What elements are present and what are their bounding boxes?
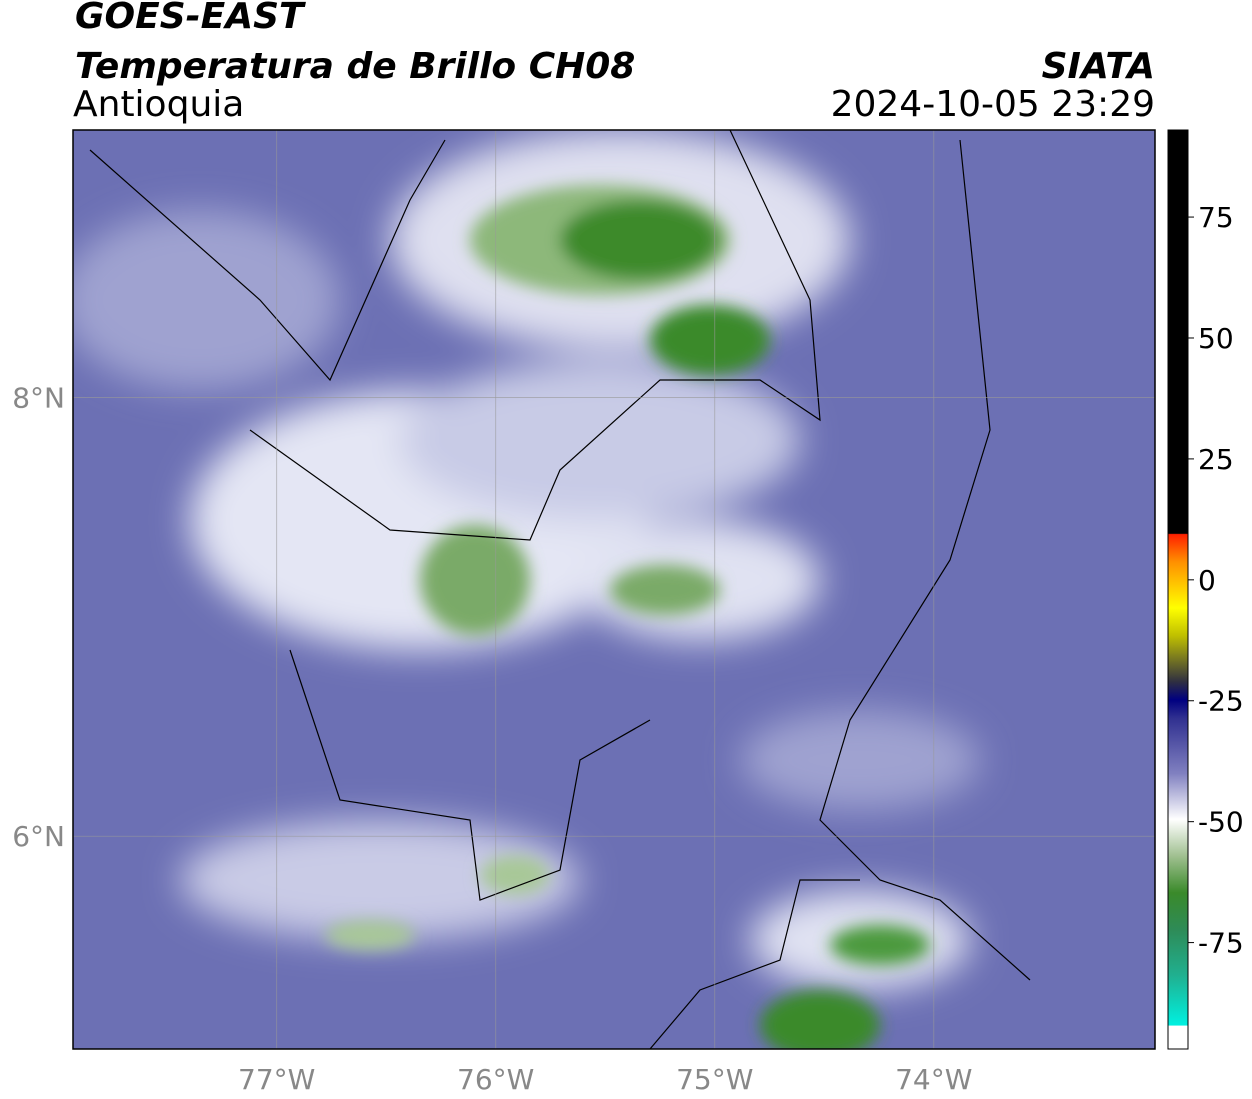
colorbar-tick-label: 75 bbox=[1198, 201, 1234, 234]
colorbar-tick-label: 25 bbox=[1198, 443, 1234, 476]
region: Antioquia bbox=[73, 84, 244, 125]
colorbar-tick-label: -25 bbox=[1198, 685, 1244, 718]
x-tick-label: 77°W bbox=[238, 1063, 315, 1096]
satellite-image bbox=[73, 130, 1155, 1049]
colorbar bbox=[1167, 129, 1189, 1050]
title-product: Temperatura de Brillo CH08 bbox=[75, 46, 635, 87]
datetime: 2024-10-05 23:29 bbox=[831, 84, 1155, 125]
map-frame bbox=[72, 129, 1156, 1050]
title-satellite: GOES-EAST bbox=[75, 0, 306, 37]
colorbar-tick-label: 50 bbox=[1198, 322, 1234, 355]
y-tick-label: 6°N bbox=[12, 820, 65, 853]
grid bbox=[73, 130, 1155, 1049]
x-tick-label: 75°W bbox=[676, 1063, 753, 1096]
colorbar-tick-label: -75 bbox=[1198, 927, 1244, 960]
x-tick-label: 74°W bbox=[895, 1063, 972, 1096]
x-tick-label: 76°W bbox=[457, 1063, 534, 1096]
agency: SIATA bbox=[1042, 46, 1155, 87]
colorbar-tick-label: -50 bbox=[1198, 806, 1244, 839]
colorbar-tick-label: 0 bbox=[1198, 564, 1216, 597]
y-tick-label: 8°N bbox=[12, 382, 65, 415]
